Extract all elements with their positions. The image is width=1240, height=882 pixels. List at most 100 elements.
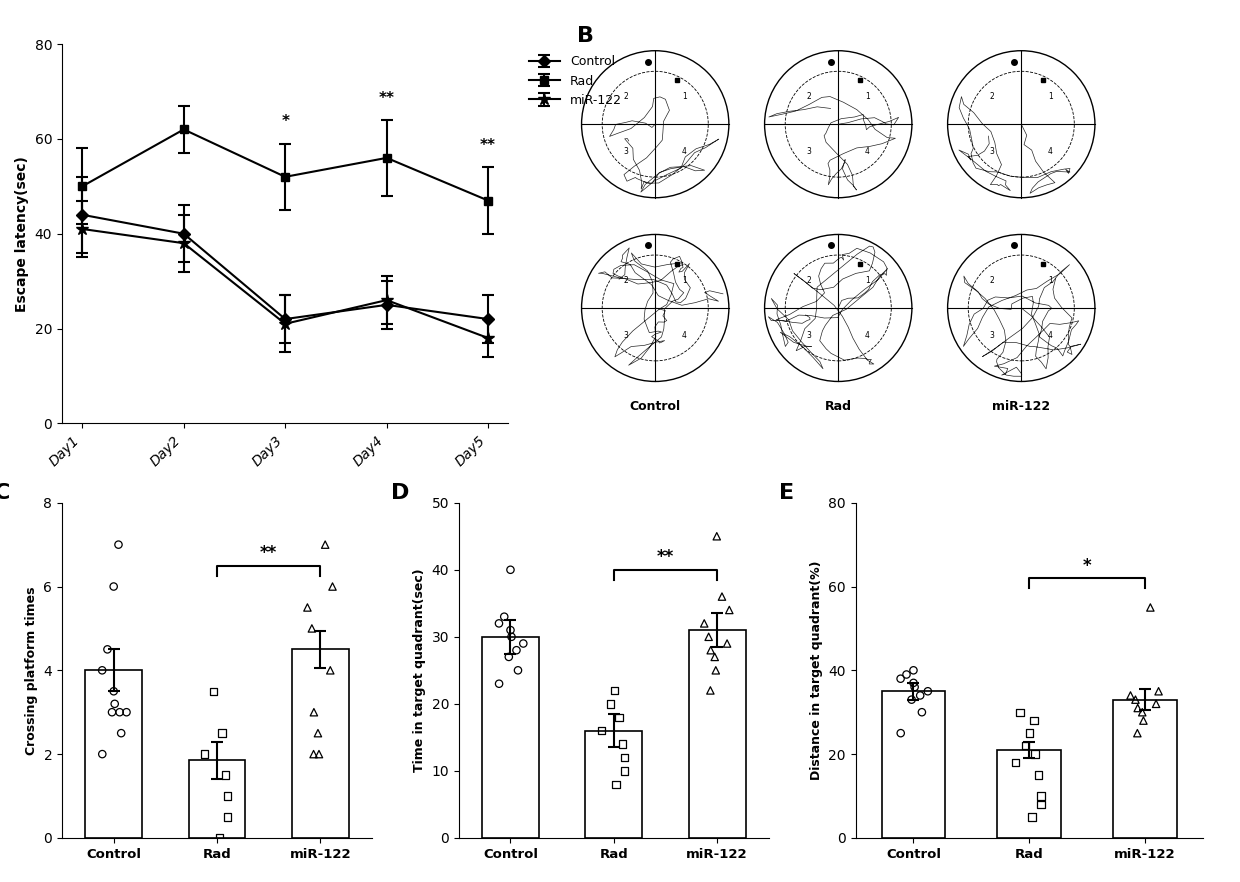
Point — [507, 643, 527, 657]
Point — [489, 676, 508, 691]
Point — [904, 663, 924, 677]
Point — [1128, 701, 1148, 715]
Point — [92, 663, 112, 677]
Bar — [86, 670, 143, 838]
Point — [890, 726, 910, 740]
Text: 2: 2 — [624, 276, 629, 285]
Point — [918, 684, 937, 699]
Text: 4: 4 — [864, 331, 869, 340]
Point — [1146, 697, 1166, 711]
Point — [1121, 688, 1141, 702]
Point — [322, 579, 342, 594]
Point — [606, 777, 626, 791]
Point — [1032, 797, 1052, 811]
Text: 4: 4 — [864, 147, 869, 156]
Bar — [882, 691, 945, 838]
Point — [104, 684, 124, 699]
Point — [615, 764, 635, 778]
Point — [699, 630, 719, 644]
Point — [712, 589, 732, 603]
Text: B: B — [577, 26, 594, 47]
Point — [489, 617, 508, 631]
Bar — [585, 730, 642, 838]
Text: *: * — [281, 115, 289, 130]
Text: 2: 2 — [990, 276, 994, 285]
Point — [1024, 714, 1044, 728]
Point — [904, 676, 924, 690]
Point — [1019, 726, 1039, 740]
Point — [604, 684, 624, 698]
Point — [1006, 755, 1025, 769]
Text: 1: 1 — [864, 276, 869, 285]
Point — [303, 621, 322, 635]
Text: **: ** — [480, 138, 496, 153]
Point — [1022, 810, 1042, 824]
Point — [1011, 706, 1030, 720]
Point — [495, 609, 515, 624]
Point — [1148, 684, 1168, 699]
Text: 1: 1 — [1048, 276, 1053, 285]
Point — [1127, 726, 1147, 740]
Point — [707, 529, 727, 543]
Text: D: D — [391, 482, 409, 503]
Text: 4: 4 — [682, 331, 687, 340]
Point — [105, 697, 125, 711]
Point — [1025, 747, 1045, 761]
Point — [502, 630, 522, 644]
Point — [308, 726, 327, 740]
Text: *: * — [1083, 557, 1091, 575]
Point — [901, 692, 921, 706]
Text: 3: 3 — [807, 147, 812, 156]
Point — [212, 726, 232, 740]
Point — [890, 672, 910, 686]
Point — [195, 747, 215, 761]
Point — [719, 603, 739, 617]
Point — [98, 642, 118, 656]
Point — [117, 706, 136, 720]
Point — [109, 537, 129, 552]
Y-axis label: Distance in target quadrant(%): Distance in target quadrant(%) — [810, 561, 822, 780]
Point — [600, 697, 620, 711]
Text: 3: 3 — [990, 147, 994, 156]
Point — [911, 706, 931, 720]
Text: 2: 2 — [624, 92, 629, 101]
Point — [320, 663, 340, 677]
Text: 2: 2 — [990, 92, 994, 101]
Text: C: C — [0, 482, 10, 503]
Text: 3: 3 — [624, 147, 629, 156]
Text: **: ** — [657, 549, 675, 566]
Point — [591, 723, 611, 737]
Point — [701, 643, 720, 657]
Point — [501, 623, 521, 637]
Point — [1016, 739, 1035, 753]
Point — [704, 650, 724, 664]
Point — [508, 663, 528, 677]
Point — [304, 706, 324, 720]
Text: E: E — [779, 482, 795, 503]
Point — [216, 768, 236, 782]
Text: 4: 4 — [682, 147, 687, 156]
Point — [104, 579, 124, 594]
Point — [217, 789, 237, 803]
Text: 2: 2 — [807, 276, 812, 285]
Text: 1: 1 — [1048, 92, 1053, 101]
Point — [203, 684, 223, 699]
Text: 4: 4 — [1048, 147, 1053, 156]
Point — [897, 668, 916, 682]
Point — [498, 650, 518, 664]
Point — [905, 680, 925, 694]
Bar — [188, 760, 246, 838]
Text: 3: 3 — [990, 331, 994, 340]
Point — [110, 706, 130, 720]
Point — [613, 737, 632, 751]
Text: Control: Control — [630, 400, 681, 413]
Point — [210, 831, 229, 845]
Point — [1029, 768, 1049, 782]
Point — [1141, 601, 1161, 615]
Text: Rad: Rad — [825, 400, 852, 413]
Point — [298, 601, 317, 615]
Point — [315, 537, 335, 552]
Bar — [482, 637, 539, 838]
Bar — [997, 750, 1061, 838]
Text: 2: 2 — [807, 92, 812, 101]
